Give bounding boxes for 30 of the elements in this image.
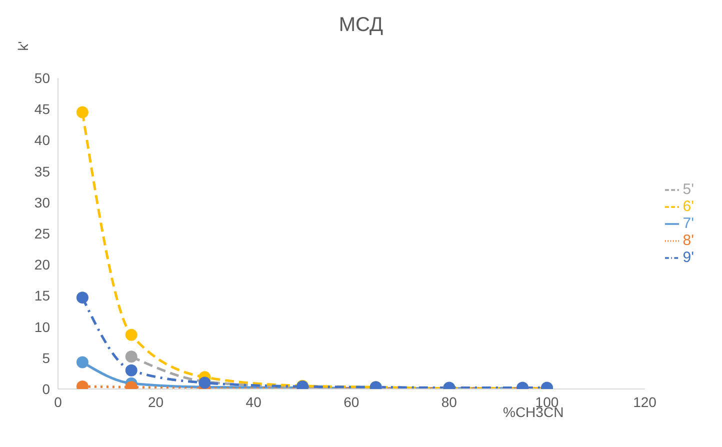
y-tick-label: 45: [34, 101, 50, 118]
y-tick-label: 25: [34, 225, 50, 242]
legend-label: 6': [682, 198, 694, 215]
legend-label: 7': [682, 215, 694, 232]
point: [125, 364, 138, 376]
x-tick-label: 120: [633, 394, 657, 410]
legend-label: 9': [682, 249, 694, 266]
y-tick-label: 35: [34, 163, 50, 180]
x-tick-label: 80: [441, 394, 458, 410]
y-tick-label: 40: [34, 132, 50, 148]
y-tick-label: 20: [34, 256, 50, 273]
point: [125, 350, 138, 363]
y-tick-label: 5: [42, 350, 50, 366]
x-tick-label: 40: [246, 394, 262, 410]
y-tick-label: 0: [42, 380, 50, 397]
chart-title: МСД: [338, 14, 384, 37]
x-tick-label: 0: [54, 394, 62, 410]
y-axis-title: k': [14, 41, 31, 51]
point: [76, 356, 88, 368]
y-tick-label: 50: [34, 70, 50, 86]
legend-label: 5': [682, 181, 694, 198]
legend-label: 8': [682, 232, 694, 249]
x-tick-label: 60: [344, 394, 360, 410]
y-tick-label: 10: [34, 318, 50, 335]
x-tick-label: 20: [148, 394, 164, 410]
point: [76, 292, 88, 304]
point: [125, 328, 138, 341]
y-tick-label: 30: [34, 194, 50, 210]
point: [76, 106, 88, 118]
y-tick-label: 15: [34, 288, 50, 304]
